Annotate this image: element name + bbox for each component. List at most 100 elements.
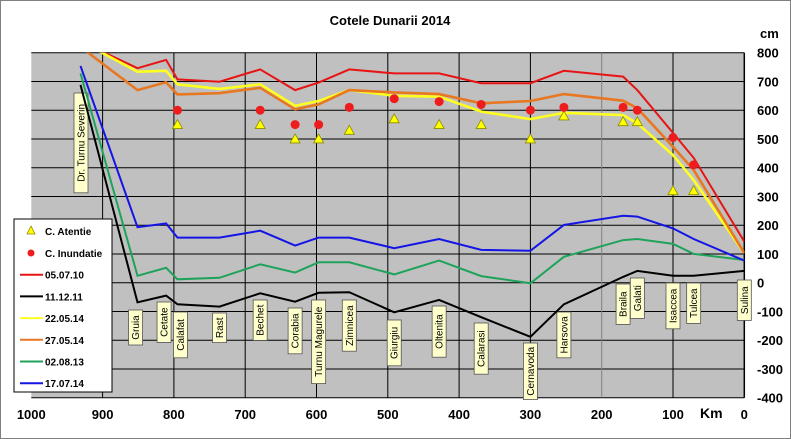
marker-c-atentie bbox=[475, 118, 487, 129]
station-label-box bbox=[736, 279, 752, 321]
marker-c-inundatie bbox=[632, 105, 642, 115]
marker-c-inundatie bbox=[434, 97, 444, 107]
series-line-11.12.11 bbox=[79, 84, 745, 338]
marker-c-atentie bbox=[289, 133, 301, 144]
station-label-box bbox=[252, 299, 268, 341]
station-label-box bbox=[73, 92, 89, 194]
x-tick-label: 100 bbox=[662, 407, 684, 422]
series-line-17.07.14 bbox=[79, 65, 745, 262]
marker-c-inundatie bbox=[344, 102, 354, 112]
legend-box bbox=[13, 218, 113, 393]
marker-c-inundatie bbox=[389, 94, 399, 104]
marker-c-atentie bbox=[524, 133, 537, 144]
legend-triangle-icon bbox=[26, 225, 36, 235]
station-label: Turnu Magurele bbox=[314, 306, 325, 377]
marker-c-atentie bbox=[343, 124, 355, 135]
marker-c-inundatie bbox=[689, 160, 699, 170]
station-label-box bbox=[665, 282, 681, 330]
station-label-box bbox=[287, 307, 303, 355]
marker-c-inundatie bbox=[618, 102, 628, 112]
station-label: Cernavoda bbox=[526, 346, 537, 395]
station-label-box bbox=[523, 342, 538, 400]
legend-label: 22.05.14 bbox=[45, 314, 84, 325]
station-label: Gruia bbox=[131, 315, 142, 340]
legend-label: C. Inundatie bbox=[45, 249, 103, 260]
marker-c-atentie bbox=[687, 184, 700, 196]
marker-c-inundatie bbox=[172, 105, 182, 115]
marker-c-inundatie bbox=[525, 105, 535, 115]
legend-label: 17.07.14 bbox=[45, 379, 84, 390]
marker-c-atentie bbox=[617, 115, 629, 127]
x-tick-label: 800 bbox=[163, 407, 185, 422]
x-tick-label: 300 bbox=[520, 407, 542, 422]
x-tick-label: 1000 bbox=[17, 407, 46, 422]
y-tick-label: 600 bbox=[757, 103, 779, 118]
x-tick-label: 500 bbox=[377, 407, 399, 422]
marker-c-inundatie bbox=[255, 105, 265, 115]
marker-c-inundatie bbox=[290, 120, 300, 130]
station-label-box bbox=[212, 312, 227, 344]
y-tick-label: 200 bbox=[757, 218, 779, 233]
station-label: Sulina bbox=[740, 286, 751, 314]
marker-c-atentie bbox=[558, 110, 570, 121]
station-label: Harsova bbox=[559, 316, 570, 354]
chart-title: Cotele Dunarii 2014 bbox=[330, 13, 451, 28]
station-label: Calafat bbox=[176, 319, 187, 351]
station-label-box bbox=[156, 301, 172, 343]
station-label: Corabia bbox=[291, 313, 302, 348]
marker-c-atentie bbox=[667, 184, 679, 196]
station-label: Tulcea bbox=[689, 288, 700, 318]
station-label: Calarasi bbox=[477, 330, 488, 367]
y-tick-label: 300 bbox=[757, 189, 779, 204]
station-label: Bechet bbox=[256, 304, 267, 335]
series-line-02.08.13 bbox=[79, 73, 745, 285]
station-label: Oltenita bbox=[435, 314, 446, 349]
station-label-box bbox=[386, 319, 402, 367]
marker-c-inundatie bbox=[314, 120, 324, 130]
station-label: Rast bbox=[215, 317, 226, 338]
legend-label: 11.12.11 bbox=[45, 292, 83, 303]
station-label-box bbox=[629, 277, 645, 319]
y-tick-label: -100 bbox=[757, 304, 783, 319]
marker-c-atentie bbox=[171, 118, 184, 129]
y-axis-label: cm bbox=[760, 26, 779, 41]
y-tick-label: -400 bbox=[757, 391, 783, 406]
y-tick-label: 800 bbox=[757, 46, 779, 61]
marker-c-atentie bbox=[631, 115, 644, 127]
x-tick-label: 600 bbox=[306, 407, 328, 422]
station-label-box bbox=[556, 311, 572, 359]
y-tick-label: 500 bbox=[757, 132, 779, 147]
legend-circle-icon bbox=[27, 249, 35, 257]
marker-c-inundatie bbox=[559, 102, 569, 112]
y-tick-label: -300 bbox=[757, 362, 783, 377]
station-label-box bbox=[473, 322, 489, 375]
station-label-box bbox=[686, 282, 702, 324]
legend: C. Atentie C. Inundatie 05.07.10 11.12.11 22… bbox=[13, 218, 113, 393]
station-label: Cetate bbox=[160, 307, 171, 337]
y-tick-label: 0 bbox=[757, 276, 764, 291]
station-label-box bbox=[431, 305, 447, 358]
legend-label: C. Atentie bbox=[45, 227, 92, 238]
y-tick-label: 100 bbox=[757, 247, 779, 262]
marker-c-atentie bbox=[312, 133, 325, 144]
marker-c-atentie bbox=[388, 113, 400, 124]
marker-c-atentie bbox=[433, 118, 445, 129]
marker-c-atentie bbox=[254, 118, 266, 129]
legend-label: 27.05.14 bbox=[45, 336, 84, 347]
x-tick-label: 900 bbox=[92, 407, 114, 422]
x-tick-label: 700 bbox=[234, 407, 256, 422]
plot-area: 8007006005004003002001000-100-200-300-40… bbox=[17, 46, 783, 422]
y-tick-label: -200 bbox=[757, 333, 783, 348]
marker-c-inundatie bbox=[668, 133, 678, 143]
series-line-05.07.10 bbox=[102, 52, 745, 243]
x-tick-label: 200 bbox=[591, 407, 613, 422]
x-axis-label: Km bbox=[700, 405, 723, 421]
station-label-box bbox=[341, 299, 357, 352]
station-label: Isaccea bbox=[669, 288, 680, 323]
station-label: Braila bbox=[619, 291, 630, 317]
station-label-box bbox=[173, 311, 188, 359]
y-tick-label: 400 bbox=[757, 161, 779, 176]
x-tick-label: 400 bbox=[448, 407, 470, 422]
x-tick-label: 0 bbox=[741, 407, 748, 422]
